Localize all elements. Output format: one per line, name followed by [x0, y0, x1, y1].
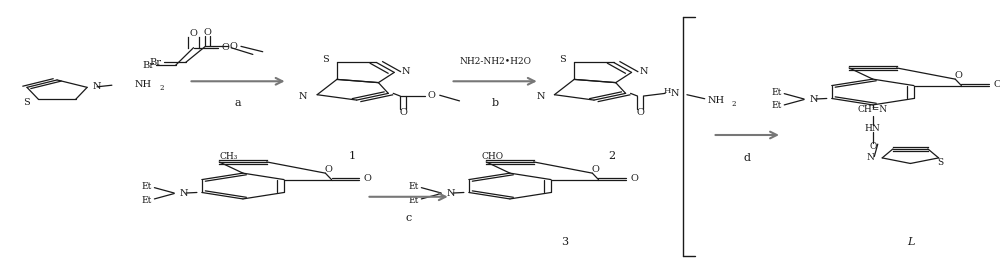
Text: O: O: [637, 108, 644, 117]
Text: H: H: [663, 87, 671, 95]
Text: NH: NH: [708, 96, 725, 105]
Text: S: S: [322, 55, 328, 64]
Text: Br: Br: [150, 58, 162, 67]
Text: O: O: [324, 166, 332, 174]
Text: O: O: [993, 80, 1000, 89]
Text: CH=N: CH=N: [858, 105, 888, 114]
Text: CH₃: CH₃: [220, 151, 238, 161]
Text: HN: HN: [865, 124, 881, 133]
Text: N: N: [536, 92, 545, 101]
Text: O: O: [229, 42, 237, 51]
Text: 3: 3: [561, 237, 568, 247]
Text: O: O: [190, 29, 197, 38]
Text: 2: 2: [731, 100, 736, 108]
Text: Et: Et: [141, 182, 152, 191]
Text: Et: Et: [408, 182, 419, 191]
Text: O: O: [869, 141, 877, 150]
Text: O: O: [399, 109, 407, 117]
Text: Br: Br: [142, 61, 154, 70]
Text: O: O: [221, 43, 229, 52]
Text: O: O: [630, 174, 638, 183]
Text: c: c: [406, 213, 412, 223]
Text: a: a: [235, 98, 241, 108]
Text: N: N: [671, 89, 679, 98]
Text: Et: Et: [408, 195, 419, 204]
Text: 2: 2: [608, 151, 615, 161]
Text: Et: Et: [771, 102, 782, 110]
Text: S: S: [23, 98, 30, 107]
Text: S: S: [559, 55, 566, 64]
Text: b: b: [492, 98, 499, 108]
Text: d: d: [744, 153, 751, 163]
Text: N: N: [447, 189, 455, 198]
Text: N: N: [180, 189, 188, 198]
Text: 2: 2: [159, 84, 164, 92]
Text: N: N: [810, 95, 818, 104]
Text: N: N: [639, 67, 648, 76]
Text: N: N: [402, 67, 410, 76]
Text: O: O: [428, 91, 436, 100]
Text: NH: NH: [135, 80, 152, 89]
Text: O: O: [591, 166, 599, 174]
Text: Et: Et: [771, 88, 782, 97]
Text: Et: Et: [141, 195, 152, 204]
Text: N: N: [93, 82, 101, 90]
Text: O: O: [954, 71, 962, 80]
Text: N: N: [299, 92, 308, 101]
Text: CHO: CHO: [481, 151, 503, 161]
Text: S: S: [938, 158, 944, 167]
Text: N: N: [866, 153, 874, 162]
Text: NH2-NH2•H2O: NH2-NH2•H2O: [459, 57, 531, 66]
Text: O: O: [363, 174, 371, 183]
Text: L: L: [907, 237, 914, 247]
Text: 1: 1: [348, 151, 355, 161]
Text: O: O: [203, 28, 211, 38]
